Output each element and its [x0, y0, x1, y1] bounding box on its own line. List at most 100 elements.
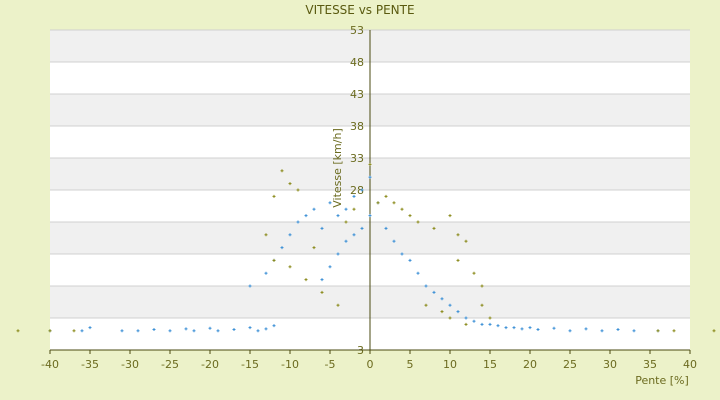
data-point	[80, 329, 84, 333]
data-point	[368, 162, 372, 166]
data-point	[448, 303, 452, 307]
data-point	[304, 278, 308, 282]
data-point	[488, 316, 492, 320]
data-point	[432, 226, 436, 230]
x-tick-label: 35	[643, 358, 657, 371]
data-point	[336, 214, 340, 218]
data-point	[712, 329, 716, 333]
data-point	[456, 233, 460, 237]
data-point	[272, 258, 276, 262]
x-tick-label: -10	[281, 358, 299, 371]
data-point	[264, 327, 268, 331]
data-point	[344, 239, 348, 243]
data-point	[472, 319, 476, 323]
data-point	[672, 329, 676, 333]
x-axis-tick-labels: -40 -35 -30 -25 -20 -15 -10 -5 0 5 10 15 20 25 30 35 40	[41, 350, 697, 371]
data-point	[336, 252, 340, 256]
data-point	[344, 207, 348, 211]
x-tick-label: 40	[683, 358, 697, 371]
data-point	[152, 328, 156, 332]
data-point	[408, 258, 412, 262]
data-point	[424, 303, 428, 307]
data-point	[376, 201, 380, 205]
data-point	[360, 188, 364, 192]
data-point	[368, 175, 372, 179]
data-point	[280, 246, 284, 250]
data-point	[184, 327, 188, 331]
data-point	[208, 326, 212, 330]
y-tick-label: 53	[350, 24, 364, 37]
data-point	[400, 252, 404, 256]
data-point	[520, 327, 524, 331]
data-point	[256, 329, 260, 333]
data-point	[456, 258, 460, 262]
data-point	[464, 239, 468, 243]
data-point	[464, 322, 468, 326]
data-point	[288, 182, 292, 186]
data-point	[72, 329, 76, 333]
data-point	[496, 324, 500, 328]
x-tick-label: -5	[325, 358, 336, 371]
data-point	[272, 324, 276, 328]
data-point	[432, 290, 436, 294]
data-point	[312, 246, 316, 250]
data-point	[456, 310, 460, 314]
data-point	[48, 329, 52, 333]
data-point	[288, 265, 292, 269]
x-tick-label: 20	[523, 358, 537, 371]
data-point	[504, 326, 508, 330]
data-point	[136, 329, 140, 333]
data-point	[288, 233, 292, 237]
data-point	[248, 284, 252, 288]
x-tick-label: 5	[407, 358, 414, 371]
data-point	[320, 290, 324, 294]
data-point	[584, 327, 588, 331]
x-tick-label: 25	[563, 358, 577, 371]
data-point	[352, 207, 356, 211]
data-point	[552, 326, 556, 330]
data-point	[296, 220, 300, 224]
data-point	[384, 194, 388, 198]
data-point	[280, 169, 284, 173]
data-point	[448, 214, 452, 218]
data-point	[168, 329, 172, 333]
data-point	[408, 214, 412, 218]
data-point	[88, 326, 92, 330]
data-point	[296, 188, 300, 192]
x-tick-label: 30	[603, 358, 617, 371]
data-point	[464, 316, 468, 320]
data-point	[656, 329, 660, 333]
data-point	[352, 233, 356, 237]
scatter-points	[16, 162, 716, 333]
data-point	[336, 303, 340, 307]
x-tick-label: -30	[121, 358, 139, 371]
y-tick-label: 48	[350, 56, 364, 69]
data-point	[600, 329, 604, 333]
data-point	[568, 329, 572, 333]
data-point	[424, 284, 428, 288]
data-point	[216, 329, 220, 333]
x-tick-label: 15	[483, 358, 497, 371]
data-point	[488, 322, 492, 326]
x-tick-label: -35	[81, 358, 99, 371]
data-point	[264, 271, 268, 275]
chart-title: VITESSE vs PENTE	[305, 3, 414, 17]
data-point	[440, 297, 444, 301]
x-axis-label: Pente [%]	[635, 374, 689, 387]
x-tick-label: -20	[201, 358, 219, 371]
data-point	[352, 194, 356, 198]
x-tick-label: -40	[41, 358, 59, 371]
data-point	[416, 271, 420, 275]
x-tick-label: -25	[161, 358, 179, 371]
data-point	[368, 214, 372, 218]
data-point	[248, 326, 252, 330]
axes	[50, 30, 690, 351]
y-tick-label: 43	[350, 88, 364, 101]
data-point	[232, 328, 236, 332]
data-point	[512, 326, 516, 330]
data-point	[344, 220, 348, 224]
data-point	[440, 310, 444, 314]
data-point	[400, 207, 404, 211]
